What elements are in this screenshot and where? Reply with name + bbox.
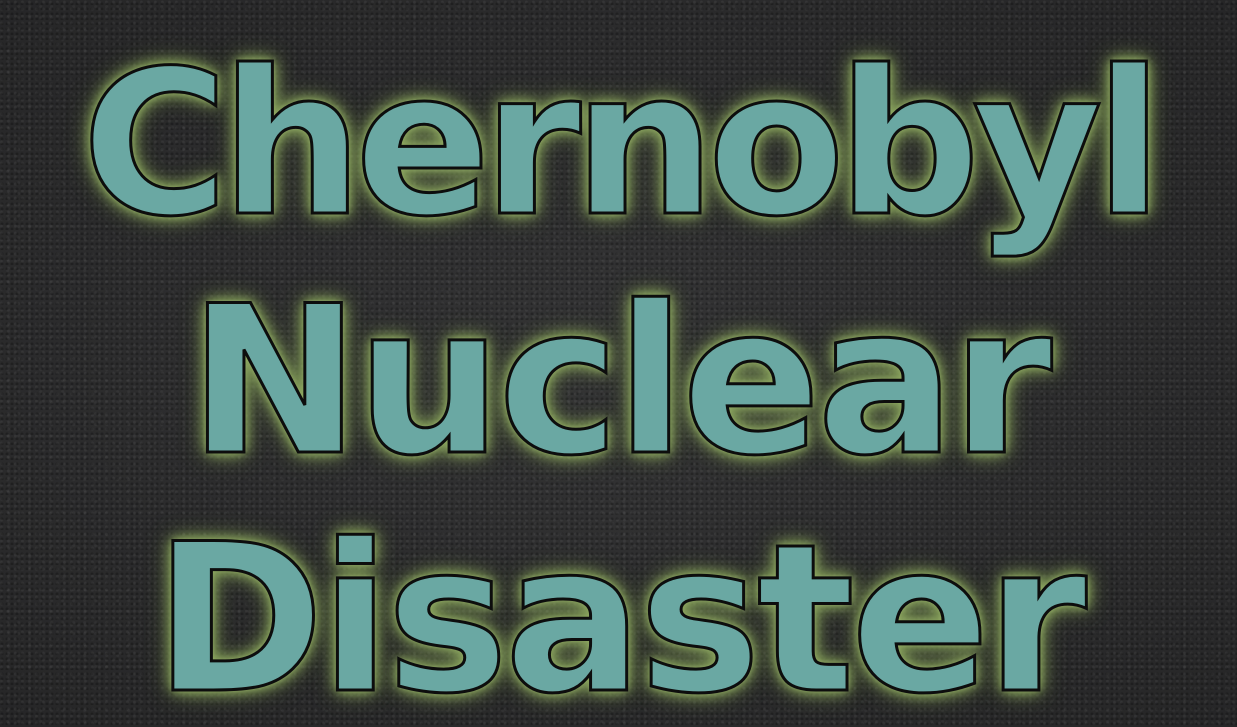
title-line-2: Nuclear xyxy=(187,263,1054,501)
title-line-1: Chernobyl xyxy=(80,28,1164,261)
title-line-3: Disaster xyxy=(153,501,1089,727)
